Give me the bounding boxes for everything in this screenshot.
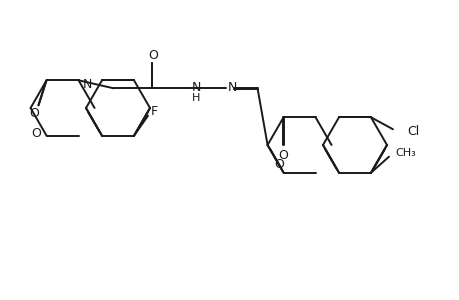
Text: O: O [29, 107, 39, 120]
Text: O: O [32, 127, 41, 140]
Text: O: O [148, 49, 158, 62]
Text: O: O [274, 158, 284, 171]
Text: F: F [150, 105, 157, 118]
Text: N: N [83, 78, 92, 91]
Text: N: N [227, 81, 236, 94]
Text: N: N [191, 81, 201, 94]
Text: O: O [278, 149, 288, 162]
Text: H: H [191, 93, 200, 103]
Text: CH₃: CH₃ [394, 148, 415, 158]
Text: Cl: Cl [406, 125, 418, 138]
